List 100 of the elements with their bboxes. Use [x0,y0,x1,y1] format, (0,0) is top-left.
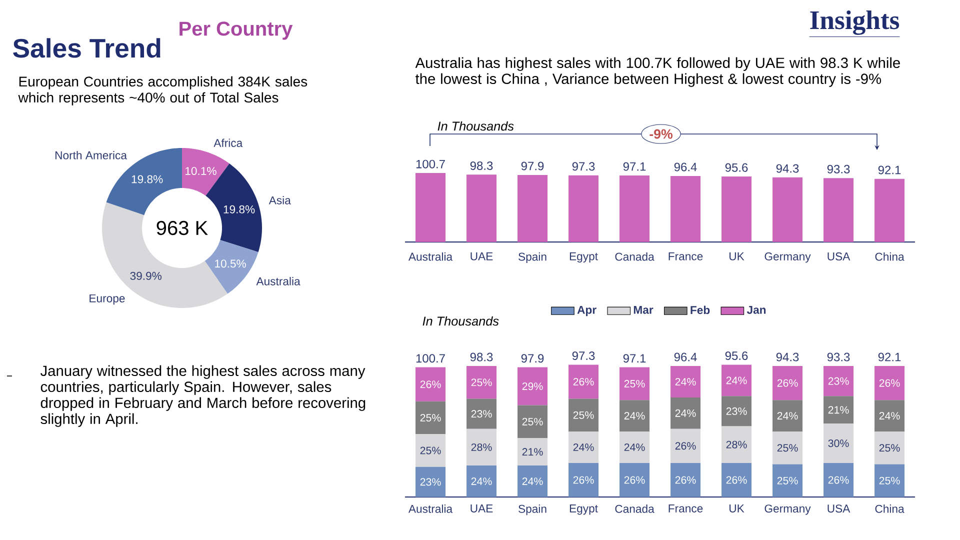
x-tick-label: France [668,504,703,512]
x-tick-label: France [668,252,703,260]
data-label: 96.4 [674,162,697,172]
data-label: 23% [471,410,492,418]
data-label: 24% [471,478,492,486]
bar [416,401,446,434]
bar [772,432,803,464]
bar [466,398,497,429]
bar [670,366,701,398]
text: 100.7 [416,354,445,363]
data-label: 19.8% [224,205,255,214]
data-label: 23% [828,377,849,385]
data-label: 30% [828,440,849,448]
data-label: 28% [726,440,747,448]
x-tick-label: UAE [470,504,493,512]
data-label: 24% [624,443,645,451]
data-label: 25% [777,444,798,452]
bar [620,462,650,497]
x-tick-label: Egypt [570,504,598,515]
data-label: 25% [879,444,900,452]
bar [466,428,497,466]
data-label: 26% [420,380,441,388]
text: In Thousands [438,121,514,131]
x-tick-label: Germany [764,252,811,263]
data-label: 92.1 [878,166,901,174]
text: 97.9 [521,354,544,363]
slice-label: North America [55,150,127,160]
text: 96.4 [674,352,697,362]
x-tick-label: Spain [518,504,546,516]
data-label: 26% [828,476,849,484]
x-tick-label: China [875,504,904,513]
data-label: 19.8% [132,175,163,184]
legend-label: Jan [746,306,766,314]
bar [416,367,446,402]
data-label: 26% [624,476,645,484]
bar [824,366,854,396]
bar [670,428,701,463]
data-label: 94.3 [776,164,799,173]
data-label: 26% [675,442,696,450]
data-label: 98.3 [470,161,493,170]
x-tick-label: Australia [408,252,453,261]
x-tick-label: USA [828,252,850,260]
bar [874,464,905,497]
data-label: 24% [624,412,645,420]
bar [416,466,446,497]
bar [620,432,650,463]
text: 92.1 [878,352,901,362]
text: 94.3 [776,352,799,362]
bar [620,367,650,400]
legend-label: Mar [634,306,654,314]
data-label: 93.3 [827,164,850,174]
data-label: 21% [522,448,543,456]
chart-title: Insights [810,10,900,35]
data-label: 25% [522,418,543,426]
data-label: 28% [471,443,492,451]
legend-label: Feb [690,306,710,314]
data-label: 24% [573,443,594,451]
bar [518,466,548,497]
x-tick-label: Germany [764,504,811,515]
bar [568,462,599,497]
slice-label: Europe [90,294,125,305]
data-label: 39.9% [130,272,162,280]
data-label: 24% [879,412,900,420]
data-label: 97.1 [623,162,646,171]
x-tick-label: Egypt [570,252,598,263]
bar [518,405,548,438]
data-label: 29% [522,382,543,390]
data-label: 24% [777,412,798,420]
data-label: 26% [879,379,900,387]
slice-label: Australia [256,277,300,286]
bar [722,426,752,463]
bar [416,434,446,467]
slice-label: Asia [268,196,291,204]
bar [722,396,752,426]
data-label: 25% [420,414,441,422]
x-tick-label: Canada [615,504,654,513]
chart-subtitle: Per Country [180,22,293,40]
data-label: 26% [573,378,594,386]
bar [874,432,905,464]
text: January witnessed the highest sales across many countries, particularly Spain. However, sales dropped in February and March before recovering slightly in April. [40,365,366,427]
bar [568,432,599,463]
bar [824,462,854,497]
bar [466,466,497,497]
data-label: 25% [624,380,645,388]
x-tick-label: UK [730,252,744,260]
bar [772,400,803,432]
chart-title: Sales Trend [13,38,160,58]
data-label: 25% [879,476,900,484]
data-label: 26% [777,379,798,387]
text: -9% [650,129,673,139]
bar [824,424,854,463]
bar [722,462,752,497]
bar [518,367,548,406]
data-label: 24% [675,378,696,386]
bar [670,462,701,497]
text: 963 K [156,220,208,236]
data-label: 26% [726,476,747,484]
data-label: 26% [675,476,696,484]
legend-label: Apr [577,306,596,316]
data-label: 10.5% [215,260,246,268]
